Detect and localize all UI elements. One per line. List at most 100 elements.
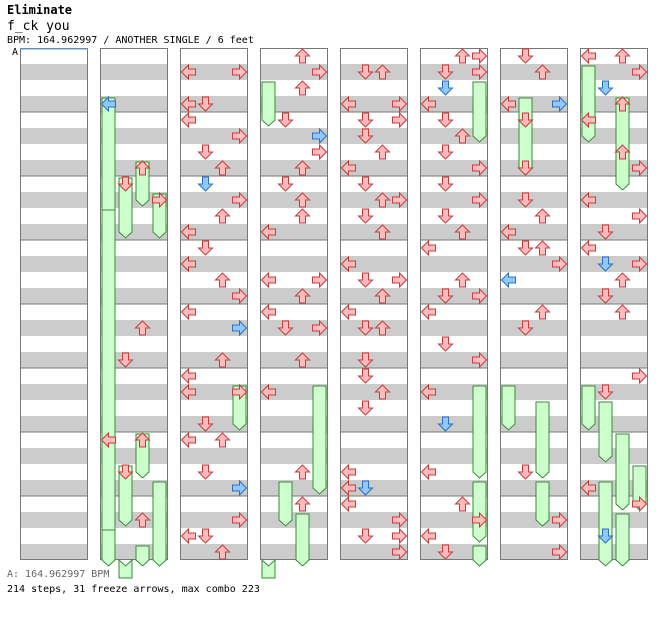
freeze-arrow: [135, 545, 150, 567]
step-arrow-left: [420, 303, 436, 321]
chart-stripe: [260, 160, 328, 176]
chart-stripe: [180, 256, 248, 272]
chart-stripe: [260, 416, 328, 432]
chart-stripe: [20, 256, 88, 272]
chart-stripe: [580, 448, 648, 464]
step-arrow-right: [152, 191, 168, 209]
step-arrow-up: [374, 384, 391, 400]
chart-stripe: [500, 192, 568, 208]
song-title: Eliminate: [7, 3, 73, 17]
step-arrow-down: [197, 96, 214, 112]
step-arrow-left: [340, 463, 356, 481]
step-arrow-right: [232, 287, 248, 305]
chart-stripe: [20, 160, 88, 176]
step-arrow-right: [632, 255, 648, 273]
chart-stripe: [500, 160, 568, 176]
step-arrow-left: [180, 95, 196, 113]
chart-column-border: [420, 48, 488, 560]
step-arrow-right: [392, 511, 408, 529]
step-arrow-down: [197, 416, 214, 432]
chart-stripe: [20, 480, 88, 496]
step-arrow-left: [260, 271, 276, 289]
step-arrow-down: [437, 288, 454, 304]
chart-stripe: [180, 288, 248, 304]
step-arrow-down: [277, 176, 294, 192]
step-arrow-up: [454, 48, 471, 64]
step-arrow-down: [357, 208, 374, 224]
step-arrow-up: [614, 304, 631, 320]
step-arrow-left: [180, 367, 196, 385]
chart-stripe: [420, 480, 488, 496]
chart-stripe: [180, 160, 248, 176]
step-arrow-down: [517, 48, 534, 64]
step-arrow-right: [632, 495, 648, 513]
step-arrow-right: [392, 271, 408, 289]
step-arrow-left: [500, 95, 516, 113]
step-arrow-right: [312, 319, 328, 337]
step-arrow-up: [614, 272, 631, 288]
step-arrow-down: [437, 336, 454, 352]
chart-stripe: [500, 416, 568, 432]
step-arrow-down: [597, 256, 614, 272]
step-arrow-down: [357, 176, 374, 192]
chart-stripe: [340, 320, 408, 336]
chart-stripe: [340, 224, 408, 240]
chart-stripe: [20, 416, 88, 432]
step-arrow-right: [632, 159, 648, 177]
step-arrow-down: [517, 192, 534, 208]
chart-stripe: [180, 224, 248, 240]
step-arrow-right: [552, 255, 568, 273]
step-arrow-down: [357, 64, 374, 80]
step-arrow-up: [454, 272, 471, 288]
step-arrow-right: [632, 207, 648, 225]
freeze-arrow: [118, 177, 133, 239]
freeze-arrow: [581, 385, 596, 431]
step-arrow-down: [437, 144, 454, 160]
step-arrow-left: [180, 255, 196, 273]
chart-stripe: [260, 96, 328, 112]
step-arrow-up: [614, 48, 631, 64]
chart-stripe: [20, 512, 88, 528]
chart-stripe: [340, 160, 408, 176]
step-arrow-down: [357, 528, 374, 544]
step-arrow-left: [340, 495, 356, 513]
step-arrow-right: [312, 127, 328, 145]
chart-stripe: [420, 224, 488, 240]
chart-stripe: [340, 352, 408, 368]
step-arrow-left: [180, 223, 196, 241]
chart-stripe: [260, 384, 328, 400]
chart-stripe: [420, 160, 488, 176]
freeze-arrow: [598, 481, 613, 567]
chart-stripe: [100, 416, 168, 432]
step-arrow-right: [552, 543, 568, 561]
chart-stripe: [260, 320, 328, 336]
step-arrow-down: [357, 352, 374, 368]
chart-stripe: [100, 96, 168, 112]
step-arrow-up: [214, 544, 231, 560]
freeze-arrow: [295, 513, 310, 567]
freeze-arrow: [101, 209, 116, 559]
chart-stripe: [100, 160, 168, 176]
step-arrow-right: [312, 271, 328, 289]
step-arrow-left: [420, 383, 436, 401]
chart-stripe: [180, 128, 248, 144]
step-arrow-left: [180, 383, 196, 401]
step-arrow-down: [197, 240, 214, 256]
chart-stripe: [340, 480, 408, 496]
step-arrow-down: [597, 528, 614, 544]
step-arrow-right: [392, 191, 408, 209]
step-arrow-right: [472, 351, 488, 369]
step-arrow-left: [420, 527, 436, 545]
chart-stripe: [500, 352, 568, 368]
chart-stripe: [260, 256, 328, 272]
chart-stripe: [100, 256, 168, 272]
step-arrow-left: [260, 223, 276, 241]
freeze-arrow: [118, 558, 133, 579]
freeze-arrow: [101, 529, 116, 567]
chart-stripe: [260, 64, 328, 80]
step-arrow-down: [437, 416, 454, 432]
step-arrow-left: [180, 63, 196, 81]
step-arrow-right: [392, 543, 408, 561]
step-arrow-down: [597, 384, 614, 400]
step-arrow-down: [117, 176, 134, 192]
